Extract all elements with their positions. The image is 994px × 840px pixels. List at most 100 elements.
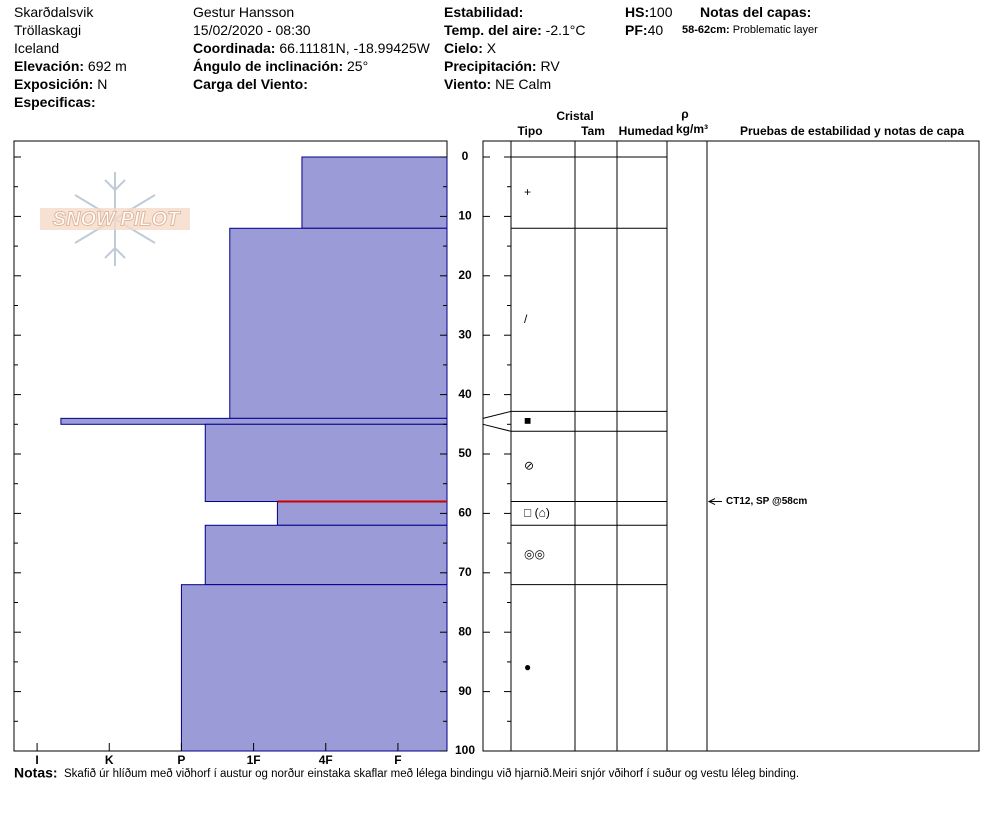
grain-type: + [524, 185, 531, 199]
layer-note-text: Problematic layer [732, 24, 818, 36]
y-tick-label: 40 [458, 387, 472, 401]
grain-type: ■ [524, 414, 531, 428]
wind: Viento: NE Calm [444, 75, 586, 93]
hardness-bar [60, 417, 448, 425]
value: X [486, 40, 497, 56]
label: Coordinada: [193, 40, 276, 56]
column-header: Pruebas de estabilidad y notas de capa [740, 124, 964, 138]
coordinates: Coordinada: 66.11181N, -18.99425W [193, 39, 430, 57]
y-tick-label: 80 [458, 624, 472, 638]
datetime: 15/02/2020 - 08:30 [193, 22, 311, 38]
header-col: Skarðdalsvik Tröllaskagi Iceland Elevaci… [14, 3, 127, 111]
value: N [97, 76, 108, 92]
y-tick-label: 60 [458, 506, 472, 520]
hardness-bar [180, 584, 448, 752]
hardness-bar [301, 156, 448, 229]
label: Especificas: [14, 94, 96, 110]
logo-band [40, 208, 190, 230]
label: Ángulo de inclinación: [193, 58, 344, 74]
y-tick-label: 90 [458, 684, 472, 698]
column-header: Cristal [556, 109, 593, 123]
test-arrowhead [707, 498, 716, 505]
air-temp: Temp. del aire: -2.1°C [444, 21, 586, 39]
value: -2.1°C [545, 22, 586, 38]
y-tick-label: 100 [455, 743, 475, 757]
country: Iceland [14, 40, 60, 56]
label: PF: [625, 22, 648, 38]
elevation: Elevación: 692 m [14, 57, 127, 75]
column-lines [510, 141, 708, 751]
slope: Ángulo de inclinación: 25° [193, 57, 430, 75]
specifics: Especificas: [14, 93, 127, 111]
observer: Gestur Hansson [193, 4, 295, 20]
header-col: Estabilidad: Temp. del aire: -2.1°C Ciel… [444, 3, 586, 93]
label: Exposición: [14, 76, 94, 92]
column-header: kg/m³ [676, 122, 708, 136]
layer-notes: Notas del capas: [700, 3, 811, 21]
grain-type: ⊘ [524, 459, 534, 473]
y-tick-label: 0 [462, 149, 469, 163]
layer-note-range: 58-62cm: [682, 24, 730, 36]
notes-label: Notas: [14, 765, 58, 781]
logo-text: SNOW PILOT [53, 208, 181, 230]
header-col: HS:100 PF:40 [625, 3, 672, 39]
grain-type: / [524, 312, 528, 326]
y-tick-label: 10 [458, 209, 472, 223]
label: Carga del Viento: [193, 76, 308, 92]
label: Precipitación: [444, 58, 537, 74]
y-tick-label: 70 [458, 565, 472, 579]
sky: Cielo: X [444, 39, 586, 57]
column-header: Humedad [619, 124, 674, 138]
hs: HS:100 [625, 3, 672, 21]
column-header: ρ [681, 107, 688, 121]
value: 100 [649, 4, 673, 20]
layer-note: 58-62cm: Problematic layer [682, 21, 818, 39]
wind-load: Carga del Viento: [193, 75, 430, 93]
layer-connector [482, 410, 512, 419]
label: Elevación: [14, 58, 85, 74]
label: Estabilidad: [444, 4, 524, 20]
x-tick-label: I [35, 753, 38, 767]
label: Viento: [444, 76, 492, 92]
column-header: Tam [581, 124, 605, 138]
column-header: Tipo [517, 124, 542, 138]
label: HS: [625, 4, 650, 20]
value: 66.11181N, -18.99425W [279, 40, 430, 56]
y-tick-label: 30 [458, 327, 472, 341]
x-tick-label: 1F [247, 753, 261, 767]
range: Tröllaskagi [14, 22, 82, 38]
header-col: Gestur Hansson 15/02/2020 - 08:30 Coordi… [193, 3, 430, 93]
value: RV [540, 58, 560, 74]
aspect: Exposición: N [14, 75, 127, 93]
x-tick-label: F [394, 753, 401, 767]
value: NE Calm [495, 76, 552, 92]
grain-type: □ (⌂) [524, 506, 550, 520]
hardness-bar [204, 524, 448, 586]
x-tick-label: K [105, 753, 114, 767]
hardness-bar [204, 423, 448, 503]
grain-type: ● [524, 660, 531, 674]
y-tick-label: 50 [458, 446, 472, 460]
label: Cielo: [444, 40, 483, 56]
value: 692 m [87, 58, 127, 74]
x-tick-label: 4F [319, 753, 333, 767]
table-frame [482, 140, 980, 752]
precip: Precipitación: RV [444, 57, 586, 75]
value: 25° [347, 58, 369, 74]
x-tick-label: P [177, 753, 185, 767]
location: Skarðdalsvik [14, 4, 94, 20]
value: 40 [647, 22, 664, 38]
layer-notes-title: Notas del capas: [700, 4, 812, 20]
y-tick-label: 20 [458, 268, 472, 282]
test-label: CT12, SP @58cm [726, 496, 807, 507]
grain-type: ◎◎ [524, 547, 545, 561]
stability: Estabilidad: [444, 3, 586, 21]
hardness-bar [229, 227, 448, 419]
layer-connector [482, 423, 512, 432]
notes-text: Skafið úr hlíðum með viðhorf í austur og… [64, 768, 799, 780]
hardness-bar [276, 501, 448, 526]
pf: PF:40 [625, 21, 672, 39]
label: Temp. del aire: [444, 22, 542, 38]
